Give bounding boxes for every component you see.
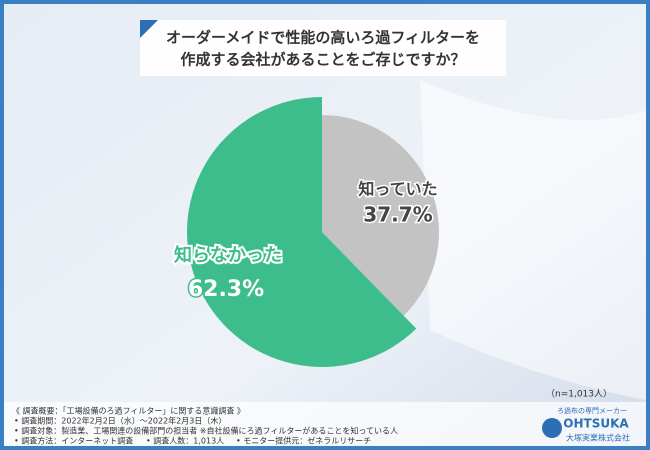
pie-slice [322, 115, 440, 316]
logo-company: 大塚実業株式会社 [566, 433, 630, 443]
title-corner [140, 20, 158, 38]
logo-tagline: ろ過布の専門メーカー [557, 406, 627, 415]
footer-bg [4, 402, 646, 446]
sample-note: （n=1,013人） [546, 389, 612, 400]
decor [420, 80, 646, 400]
survey-item: • 調査対象：製造業、工場関連の設備部門の担当者 ※自社設備にろ過フィルターがあ… [14, 426, 398, 436]
logo-mark [542, 418, 562, 438]
survey-item: • 調査人数：1,013人 [146, 436, 224, 446]
slice-label: 知っていた [358, 180, 437, 199]
survey-item: • 調査期間：2022年2月2日（水）～2022年2月3日（木） [14, 416, 226, 426]
chart-title: オーダーメイドで性能の高いろ過フィルターを [166, 29, 480, 47]
pie: 知っていた 37.7% 知らなかった 62.3% [172, 97, 440, 368]
logo-brand: OHTSUKA [563, 417, 629, 431]
survey-heading: 《 調査概要：「工場設備のろ過フィルター」に関する意識調査 》 [12, 406, 245, 416]
value-label: 62.3% [188, 277, 264, 302]
survey-item: • モニター提供元：ゼネラルリサーチ [236, 436, 371, 446]
survey-item: • 調査方法：インターネット調査 [14, 436, 133, 446]
title-box [140, 20, 506, 76]
pie-slice [186, 97, 417, 368]
chart-title: 作成する会社があることをご存じですか？ [180, 51, 465, 69]
slice-label: 知らなかった [174, 244, 282, 266]
value-label: 37.7% [363, 203, 432, 227]
